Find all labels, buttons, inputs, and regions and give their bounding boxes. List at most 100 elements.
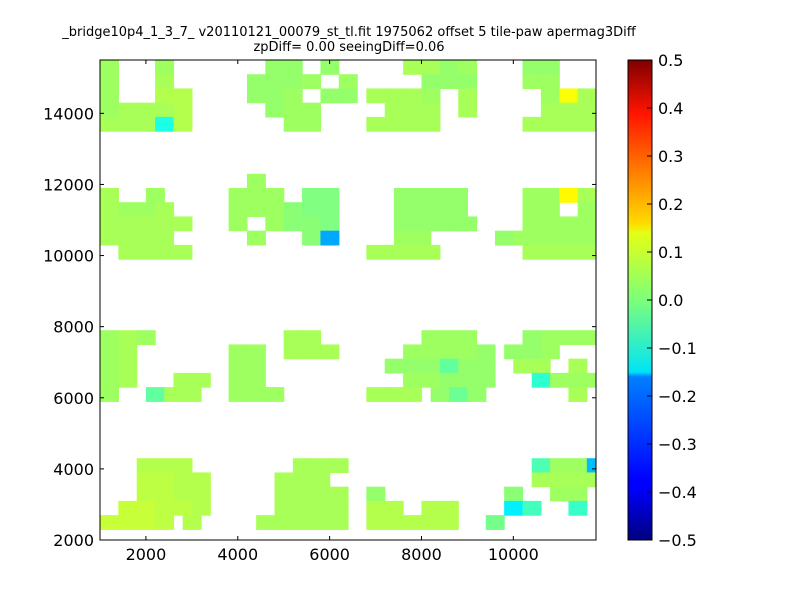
heatmap-cell xyxy=(540,230,560,246)
heatmap-cell xyxy=(265,188,285,203)
heatmap-cell xyxy=(311,515,331,530)
x-tick-label: 8000 xyxy=(401,545,442,564)
heatmap-cell xyxy=(550,458,570,474)
chart-title: _bridge10p4_1_3_7_ v20110121_00079_st_tl… xyxy=(62,25,636,40)
heatmap-cell xyxy=(283,102,303,118)
heatmap-cell xyxy=(531,372,551,388)
heatmap-cell xyxy=(155,244,175,260)
heatmap-cell xyxy=(246,387,266,402)
heatmap-cell xyxy=(100,230,119,246)
heatmap-cell xyxy=(136,330,156,346)
heatmap-cell xyxy=(467,387,487,402)
heatmap-cell xyxy=(118,358,138,374)
heatmap-cell xyxy=(522,74,542,90)
heatmap-cell xyxy=(458,330,478,346)
heatmap-cell xyxy=(246,74,266,90)
heatmap-cell xyxy=(155,515,175,530)
heatmap-cell xyxy=(531,358,551,374)
heatmap-cell xyxy=(540,88,560,104)
heatmap-cell xyxy=(320,216,340,232)
heatmap-cell xyxy=(559,88,579,104)
heatmap-cells xyxy=(100,60,596,530)
heatmap-cell xyxy=(136,216,156,232)
heatmap-cell xyxy=(145,188,165,203)
heatmap-cell xyxy=(458,216,478,232)
heatmap-cell xyxy=(292,515,312,530)
heatmap-cell xyxy=(246,230,266,246)
heatmap-cell xyxy=(283,344,303,360)
y-tick-label: 6000 xyxy=(53,389,94,408)
heatmap-cell xyxy=(494,230,514,246)
heatmap-cell xyxy=(540,60,560,75)
heatmap-cell xyxy=(403,244,423,260)
heatmap-cell xyxy=(485,515,505,530)
heatmap-cell xyxy=(384,500,404,516)
heatmap-cell xyxy=(118,244,138,260)
heatmap-cell xyxy=(118,202,138,218)
heatmap-cell xyxy=(393,216,413,232)
heatmap-cell xyxy=(403,387,423,402)
heatmap-cell xyxy=(577,88,596,104)
heatmap-cell xyxy=(559,188,579,203)
heatmap-cell xyxy=(550,372,570,388)
heatmap-cell xyxy=(274,500,294,516)
heatmap-cell xyxy=(540,188,560,203)
heatmap-cell xyxy=(283,330,303,346)
heatmap-cell xyxy=(100,88,119,104)
heatmap-cell xyxy=(100,202,119,218)
heatmap-cell xyxy=(421,102,441,118)
heatmap-cell xyxy=(504,344,524,360)
heatmap-cell xyxy=(136,244,156,260)
heatmap-cell xyxy=(265,102,285,118)
heatmap-cell xyxy=(118,344,138,360)
heatmap-cell xyxy=(439,330,459,346)
heatmap-cell xyxy=(302,202,322,218)
heatmap-cell xyxy=(155,500,175,516)
heatmap-cell xyxy=(476,344,496,360)
chart-subtitle: zpDiff= 0.00 seeingDiff=0.06 xyxy=(253,40,445,55)
heatmap-cell xyxy=(164,387,184,402)
heatmap-cell xyxy=(577,216,596,232)
heatmap-cell xyxy=(228,372,248,388)
heatmap-cell xyxy=(403,515,423,530)
heatmap-cell xyxy=(430,216,450,232)
heatmap-cell xyxy=(430,387,450,402)
heatmap-cell xyxy=(577,102,596,118)
heatmap-cell xyxy=(421,88,441,104)
heatmap-cell xyxy=(292,486,312,502)
colorbar-tick-label: 0.5 xyxy=(658,51,683,70)
heatmap-cell xyxy=(412,188,432,203)
heatmap-cell xyxy=(421,244,441,260)
heatmap-cell xyxy=(256,515,276,530)
heatmap-cell xyxy=(265,74,285,90)
heatmap-cell xyxy=(311,458,331,474)
x-tick-label: 6000 xyxy=(309,545,350,564)
heatmap-cell xyxy=(320,88,340,104)
heatmap-cell xyxy=(421,116,441,132)
heatmap-cell xyxy=(540,116,560,132)
heatmap-cell xyxy=(100,216,119,232)
heatmap-cell xyxy=(228,387,248,402)
heatmap-cell xyxy=(302,330,322,346)
heatmap-cell xyxy=(421,60,441,75)
heatmap-cell xyxy=(136,116,156,132)
heatmap-cell xyxy=(568,486,588,502)
heatmap-cell xyxy=(531,458,551,474)
heatmap-cell xyxy=(476,372,496,388)
heatmap-cell xyxy=(366,486,386,502)
heatmap-cell xyxy=(246,173,266,189)
plot-frame xyxy=(99,59,597,541)
heatmap-cell xyxy=(366,500,386,516)
heatmap-cell xyxy=(421,74,441,90)
heatmap-cell xyxy=(559,116,579,132)
heatmap-cell xyxy=(522,500,542,516)
heatmap-cell xyxy=(384,387,404,402)
heatmap-cell xyxy=(568,387,588,402)
colorbar-tick-label: 0.4 xyxy=(658,99,683,118)
heatmap-cell xyxy=(412,202,432,218)
heatmap-cell xyxy=(274,515,294,530)
heatmap-cell xyxy=(559,244,579,260)
heatmap-cell xyxy=(228,188,248,203)
heatmap-cell xyxy=(458,60,478,75)
heatmap-cell xyxy=(320,60,340,75)
